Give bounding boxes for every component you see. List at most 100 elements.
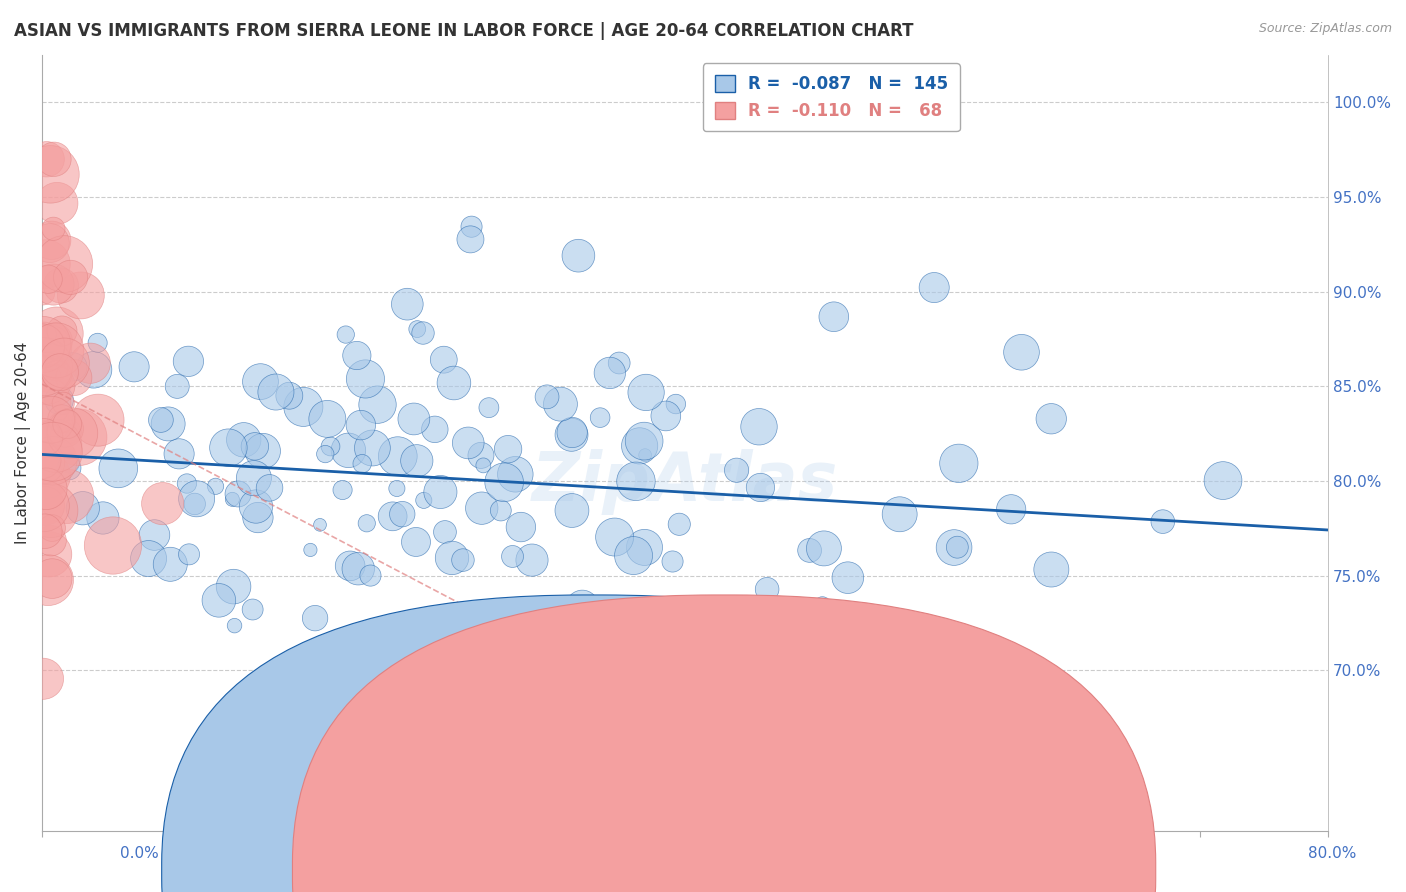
Point (412, 326, 434, 340)
Point (354, 372, 377, 386)
Point (51, 411, 73, 425)
Point (391, 507, 413, 521)
Point (811, 598, 834, 612)
Point (42, 444, 65, 458)
Point (1152, 515, 1174, 529)
Point (624, 475, 647, 489)
Point (138, 551, 160, 566)
Point (725, 463, 748, 477)
Point (32, 359, 55, 374)
Text: 80.0%: 80.0% (1309, 846, 1357, 861)
Point (433, 524, 456, 539)
Point (232, 433, 254, 447)
Point (32, 456, 55, 470)
Point (443, 376, 465, 390)
Point (252, 444, 274, 458)
Point (509, 520, 531, 534)
Point (943, 541, 966, 555)
Point (396, 297, 419, 311)
Point (387, 449, 409, 463)
Point (633, 541, 655, 555)
Point (31, 453, 53, 467)
Point (451, 553, 474, 567)
Point (252, 687, 274, 701)
Point (748, 419, 770, 434)
Point (39, 413, 62, 427)
Point (347, 562, 370, 576)
Point (31, 337, 53, 351)
Point (52, 396, 75, 410)
Point (346, 349, 368, 363)
Point (478, 401, 501, 415)
Point (505, 467, 527, 482)
Point (339, 558, 361, 573)
Point (246, 510, 269, 524)
Point (278, 389, 301, 403)
Point (405, 454, 427, 468)
Point (91, 511, 114, 525)
Point (440, 550, 463, 565)
Point (634, 448, 657, 462)
Point (37, 272, 59, 286)
Point (813, 541, 835, 556)
Point (58, 456, 80, 470)
Point (259, 481, 281, 495)
Point (1011, 345, 1033, 359)
Point (359, 568, 381, 582)
Point (655, 409, 678, 423)
Point (676, 735, 699, 749)
Point (42, 153, 65, 167)
Point (42, 277, 65, 292)
Point (152, 497, 174, 511)
Point (502, 549, 524, 564)
Point (367, 398, 389, 412)
Point (385, 482, 408, 496)
Point (224, 618, 246, 632)
Point (157, 417, 180, 431)
Point (799, 543, 821, 558)
Point (628, 439, 651, 453)
Point (176, 476, 198, 491)
Y-axis label: In Labor Force | Age 20-64: In Labor Force | Age 20-64 (15, 342, 31, 544)
Point (472, 458, 495, 473)
Point (1040, 411, 1063, 425)
Point (221, 492, 243, 507)
Point (610, 649, 633, 664)
Point (31, 339, 53, 353)
Point (143, 528, 166, 542)
Point (67, 430, 90, 444)
Point (471, 501, 494, 516)
Point (32, 415, 55, 429)
Point (460, 219, 482, 234)
Point (520, 553, 543, 567)
Point (352, 457, 374, 471)
Point (46, 368, 69, 382)
Point (1040, 562, 1063, 576)
Point (48, 393, 70, 408)
Point (332, 483, 354, 497)
Point (243, 439, 266, 453)
Point (1212, 474, 1234, 488)
Point (494, 475, 516, 490)
Point (46, 369, 69, 384)
Point (304, 611, 326, 625)
Point (63, 370, 86, 384)
Point (72, 501, 94, 516)
Point (429, 485, 451, 500)
Point (249, 375, 271, 389)
Point (561, 425, 583, 440)
Point (34, 327, 56, 342)
Point (34, 394, 56, 409)
Point (381, 509, 404, 524)
Point (39, 359, 62, 373)
Point (38, 236, 60, 251)
Point (122, 359, 145, 374)
Text: ASIAN VS IMMIGRANTS FROM SIERRA LEONE IN LABOR FORCE | AGE 20-64 CORRELATION CHA: ASIAN VS IMMIGRANTS FROM SIERRA LEONE IN… (14, 22, 914, 40)
Point (49, 278, 72, 293)
Point (45, 343, 67, 358)
Point (756, 582, 779, 597)
Point (186, 491, 208, 506)
Point (59, 270, 82, 285)
Point (412, 493, 434, 508)
Point (208, 593, 231, 607)
